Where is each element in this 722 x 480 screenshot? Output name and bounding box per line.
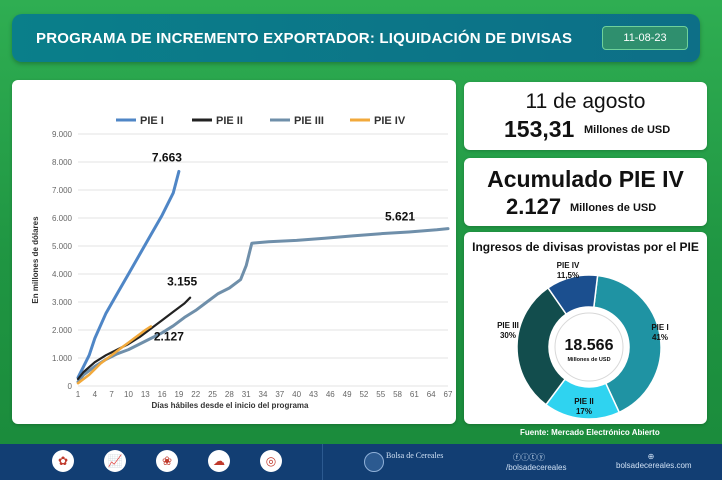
- donut-card: Ingresos de divisas provistas por el PIE…: [464, 232, 707, 424]
- social-icons: ⓕⓘⓣⓨ: [513, 453, 545, 462]
- y-tick-label: 0: [68, 382, 73, 391]
- daily-value: 153,31: [504, 116, 575, 142]
- data-label: 5.621: [385, 210, 415, 224]
- y-axis-title: En millones de dólares: [31, 216, 40, 304]
- footer-logo-text: Bolsa de Cereales: [386, 451, 444, 460]
- x-tick-label: 10: [124, 390, 133, 399]
- footer-divider: [322, 444, 323, 480]
- x-tick-label: 4: [93, 390, 98, 399]
- social-handle: /bolsadecereales: [506, 463, 567, 472]
- y-tick-label: 5.000: [52, 242, 73, 251]
- x-tick-label: 13: [141, 390, 150, 399]
- donut-slice: [592, 274, 662, 414]
- data-label: 3.155: [167, 275, 197, 289]
- y-tick-label: 3.000: [52, 298, 73, 307]
- weather-icon[interactable]: ☁: [208, 450, 230, 472]
- title-bar: PROGRAMA DE INCREMENTO EXPORTADOR: LIQUI…: [12, 14, 700, 62]
- daily-unit: Millones de USD: [584, 124, 671, 136]
- x-tick-label: 37: [275, 390, 284, 399]
- x-tick-label: 7: [109, 390, 114, 399]
- donut-slice: [516, 286, 568, 406]
- data-label: 2.127: [154, 329, 184, 343]
- slice-percent: 11,5%: [557, 271, 579, 280]
- logo-icon: [364, 452, 384, 472]
- website-text: bolsadecereales.com: [616, 461, 692, 470]
- slice-name: PIE III: [497, 321, 519, 330]
- web-icon: ⊕: [647, 452, 655, 461]
- donut-center: [554, 312, 624, 382]
- website-link[interactable]: ⊕ bolsadecereales.com: [616, 452, 692, 470]
- slice-percent: 41%: [652, 333, 668, 342]
- donut-title: Ingresos de divisas provistas por el PIE: [472, 240, 699, 254]
- flower-icon[interactable]: ✿: [52, 450, 74, 472]
- social-links[interactable]: ⓕⓘⓣⓨ /bolsadecereales: [506, 452, 567, 472]
- x-tick-label: 1: [76, 390, 81, 399]
- daily-card: 11 de agosto 153,31 Millones de USD: [464, 82, 707, 150]
- y-tick-label: 8.000: [52, 158, 73, 167]
- page-title: PROGRAMA DE INCREMENTO EXPORTADOR: LIQUI…: [36, 30, 573, 47]
- donut-total-unit: Millones de USD: [567, 357, 610, 363]
- x-tick-label: 34: [259, 390, 268, 399]
- series-line: [76, 325, 153, 385]
- x-tick-label: 22: [191, 390, 200, 399]
- x-tick-label: 67: [444, 390, 453, 399]
- x-tick-label: 46: [326, 390, 335, 399]
- line-chart: 0 1.000 2.000 3.000 4.000 5.000 6.000 7.000 8.00…: [31, 115, 453, 410]
- donut-slice: [546, 274, 599, 316]
- legend-label: PIE I: [140, 115, 164, 127]
- y-tick-label: 7.000: [52, 186, 73, 195]
- y-tick-label: 6.000: [52, 214, 73, 223]
- y-tick-label: 1.000: [52, 354, 73, 363]
- series-line: [76, 296, 192, 381]
- source-note: Fuente: Mercado Electrónico Abierto: [520, 428, 660, 437]
- x-tick-label: 25: [208, 390, 217, 399]
- date-badge: 11-08-23: [602, 26, 688, 50]
- footer: ✿ 📈 ❀ ☁ ◎ Bolsa de Cereales ⓕⓘⓣⓨ /bolsad…: [0, 444, 722, 480]
- x-tick-label: 28: [225, 390, 234, 399]
- x-tick-label: 61: [410, 390, 419, 399]
- x-tick-label: 19: [174, 390, 183, 399]
- cumulative-unit: Millones de USD: [570, 202, 657, 214]
- slice-percent: 17%: [576, 407, 592, 416]
- data-label: 7.663: [152, 150, 182, 164]
- legend-label: PIE III: [294, 115, 324, 127]
- x-tick-label: 58: [393, 390, 402, 399]
- series-line: [76, 227, 450, 384]
- legend-label: PIE IV: [374, 115, 406, 127]
- x-tick-label: 49: [343, 390, 352, 399]
- cumulative-card: Acumulado PIE IV 2.127 Millones de USD: [464, 158, 707, 226]
- slice-name: PIE IV: [557, 261, 580, 270]
- cumulative-value: 2.127: [506, 194, 562, 219]
- x-tick-label: 16: [158, 390, 167, 399]
- globe-icon[interactable]: ◎: [260, 450, 282, 472]
- slice-name: PIE I: [651, 323, 668, 332]
- crop-icon[interactable]: ❀: [156, 450, 178, 472]
- x-tick-label: 52: [359, 390, 368, 399]
- line-chart-panel: 0 1.000 2.000 3.000 4.000 5.000 6.000 7.000 8.00…: [12, 80, 456, 424]
- x-tick-label: 64: [427, 390, 436, 399]
- x-tick-label: 43: [309, 390, 318, 399]
- y-tick-label: 4.000: [52, 270, 73, 279]
- legend-label: PIE II: [216, 115, 243, 127]
- x-tick-label: 31: [242, 390, 251, 399]
- y-tick-label: 2.000: [52, 326, 73, 335]
- slice-percent: 30%: [500, 331, 516, 340]
- chart-icon[interactable]: 📈: [104, 450, 126, 472]
- x-tick-label: 55: [376, 390, 385, 399]
- x-tick-label: 40: [292, 390, 301, 399]
- series-line: [76, 169, 181, 380]
- x-axis-title: Días hábiles desde el inicio del program…: [152, 401, 309, 410]
- y-tick-label: 9.000: [52, 130, 73, 139]
- daily-date: 11 de agosto: [525, 90, 646, 113]
- cumulative-title: Acumulado PIE IV: [487, 166, 684, 192]
- slice-name: PIE II: [574, 397, 594, 406]
- donut-total: 18.566: [565, 337, 614, 354]
